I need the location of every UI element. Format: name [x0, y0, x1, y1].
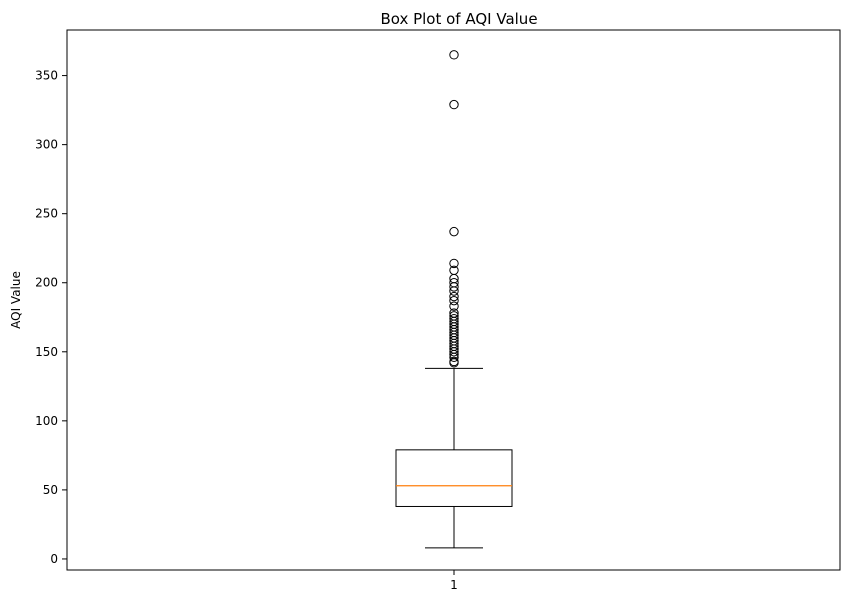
plot-area-frame: [66, 29, 841, 571]
y-axis: 0 50 100 150 200 250 300 350: [35, 69, 67, 566]
outlier-point-21: [449, 291, 459, 302]
outlier-point-26: [449, 265, 459, 276]
x-tick-label-0: 1: [450, 578, 458, 592]
outlier-point-27: [449, 258, 459, 269]
y-tick-label-7: 350: [35, 69, 58, 83]
outlier-point-24: [449, 278, 459, 288]
outlier-point-17: [449, 311, 459, 321]
y-tick-label-0: 0: [50, 552, 58, 566]
y-tick-label-6: 300: [35, 138, 58, 152]
outlier-point-1: [449, 356, 459, 367]
outlier-point-28: [449, 226, 459, 237]
outlier-point-16: [449, 313, 459, 324]
y-tick-label-1: 50: [43, 483, 58, 497]
y-tick-label-2: 100: [35, 414, 58, 428]
x-axis: 1: [450, 570, 458, 592]
chart-title: Box Plot of AQI Value: [380, 10, 537, 28]
y-tick-label-5: 250: [35, 207, 58, 221]
y-tick-label-3: 150: [35, 345, 58, 359]
outlier-point-18: [449, 308, 459, 318]
outlier-point-19: [449, 301, 459, 311]
y-axis-label: AQI Value: [9, 271, 23, 329]
outlier-point-29: [449, 99, 459, 110]
y-tick-label-4: 200: [35, 276, 58, 290]
outlier-points: [449, 50, 459, 368]
outlier-point-20: [449, 295, 459, 306]
outlier-point-30: [449, 50, 459, 60]
interquartile-box: [395, 449, 513, 507]
box-plot-series: [395, 367, 513, 549]
